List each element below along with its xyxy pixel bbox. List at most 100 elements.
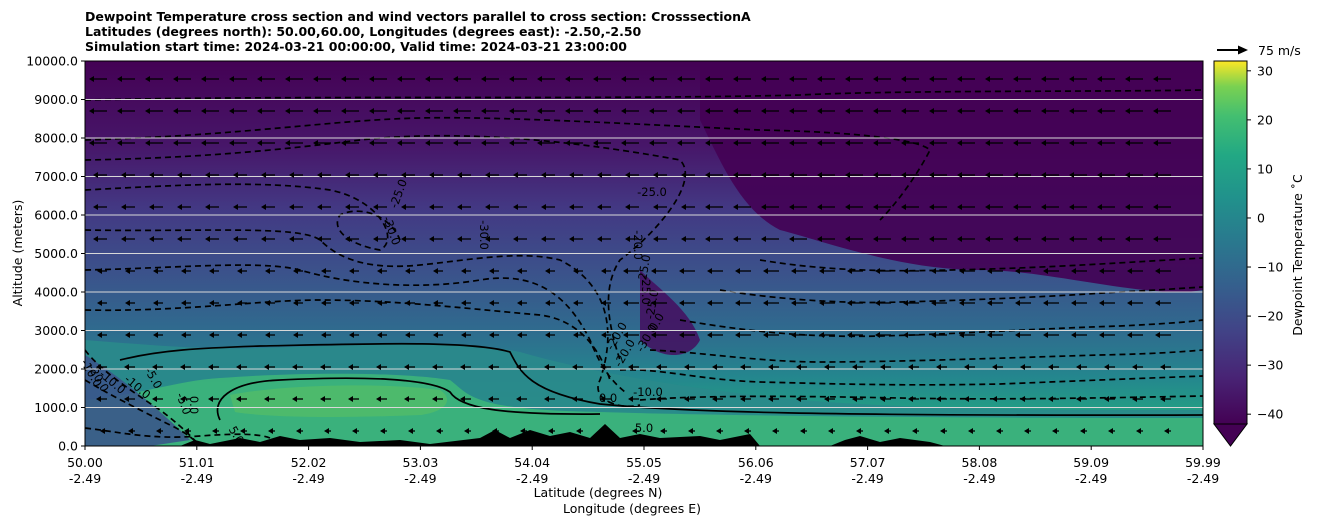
- wind-vector: [573, 268, 583, 274]
- wind-vector: [404, 396, 415, 402]
- wind-vector: [1125, 204, 1143, 210]
- wind-vector: [261, 204, 275, 210]
- wind-vector: [987, 268, 1003, 274]
- x-tick-label-latitude: 59.99: [1185, 455, 1221, 470]
- wind-vector: [705, 140, 723, 146]
- wind-vector: [957, 108, 975, 114]
- wind-vector: [229, 76, 247, 82]
- wind-vector: [845, 236, 863, 242]
- wind-vector: [845, 204, 863, 210]
- wind-vector: [517, 300, 527, 306]
- wind-vector: [623, 268, 639, 274]
- wind-vector: [763, 268, 779, 274]
- wind-vector: [817, 140, 835, 146]
- wind-vector: [985, 76, 1003, 82]
- x-axis-label-longitude: Longitude (degrees E): [563, 501, 701, 516]
- wind-vector: [1132, 364, 1143, 370]
- wind-vector: [317, 172, 331, 178]
- wind-vector: [121, 172, 135, 178]
- terrain: [180, 424, 945, 446]
- wind-vector: [625, 204, 639, 210]
- contour-label: -25.0: [635, 253, 654, 285]
- wind-vector: [124, 396, 135, 402]
- wind-vector: [621, 76, 639, 82]
- wind-vector: [1076, 364, 1087, 370]
- wind-vector: [901, 140, 919, 146]
- wind-vector: [621, 140, 639, 146]
- wind-vector: [1136, 428, 1143, 434]
- wind-vector: [959, 268, 975, 274]
- wind-vector: [233, 172, 247, 178]
- wind-vector: [847, 332, 863, 338]
- wind-vector: [873, 236, 891, 242]
- wind-vector: [97, 268, 107, 274]
- x-axis-ticks: 50.00-2.4951.01-2.4952.02-2.4953.03-2.49…: [67, 446, 1221, 486]
- wind-vector: [912, 428, 919, 434]
- wind-vector: [1013, 108, 1031, 114]
- wind-vector: [516, 396, 527, 402]
- wind-vector: [236, 396, 247, 402]
- wind-vector: [289, 236, 303, 242]
- wind-vector: [901, 204, 919, 210]
- wind-vector: [433, 268, 443, 274]
- title-line-1: Dewpoint Temperature cross section and w…: [85, 9, 751, 24]
- x-tick-label-latitude: 55.05: [626, 455, 662, 470]
- wind-vector: [1160, 364, 1171, 370]
- wind-vector: [432, 396, 443, 402]
- wind-vector: [1069, 140, 1087, 146]
- wind-vector: [1125, 172, 1143, 178]
- x-tick-label-longitude: -2.49: [1187, 471, 1219, 486]
- wind-vector: [489, 268, 499, 274]
- wind-vector: [681, 204, 695, 210]
- wind-vector: [345, 236, 359, 242]
- wind-vector: [257, 140, 275, 146]
- wind-vector: [285, 76, 303, 82]
- wind-vector: [800, 428, 807, 434]
- wind-vector: [593, 108, 611, 114]
- wind-vector: [1043, 332, 1059, 338]
- wind-vector: [653, 172, 667, 178]
- wind-vector: [763, 300, 779, 306]
- wind-vector: [796, 364, 807, 370]
- wind-vector: [1153, 204, 1171, 210]
- wind-vector: [265, 300, 275, 306]
- wind-vector: [433, 300, 443, 306]
- wind-vector: [929, 76, 947, 82]
- wind-vector: [705, 204, 723, 210]
- wind-vector: [569, 236, 583, 242]
- wind-vector: [1024, 428, 1031, 434]
- x-tick-label-longitude: -2.49: [740, 471, 772, 486]
- wind-vector: [457, 204, 471, 210]
- wind-vector: [380, 428, 387, 434]
- wind-vector: [285, 108, 303, 114]
- wind-vector: [152, 364, 163, 370]
- x-tick-label-longitude: -2.49: [181, 471, 213, 486]
- wind-vector: [565, 140, 583, 146]
- wind-vector: [735, 268, 751, 274]
- y-tick-label: 7000.0: [34, 169, 78, 184]
- wind-vector: [1097, 236, 1115, 242]
- wind-vector: [996, 428, 1003, 434]
- x-tick-label-latitude: 57.07: [850, 455, 886, 470]
- wind-vector: [432, 364, 443, 370]
- wind-vector: [705, 172, 723, 178]
- wind-vector: [1041, 236, 1059, 242]
- wind-vector: [513, 236, 527, 242]
- wind-vector: [705, 76, 723, 82]
- wind-vector: [908, 364, 919, 370]
- x-tick-label-latitude: 59.09: [1073, 455, 1109, 470]
- y-tick-label: 1000.0: [34, 400, 78, 415]
- wind-vector: [1153, 76, 1171, 82]
- wind-vector: [173, 140, 191, 146]
- wind-vector: [369, 76, 387, 82]
- wind-vector: [712, 396, 723, 402]
- wind-vector: [265, 332, 275, 338]
- wind-vector: [313, 76, 331, 82]
- wind-vector: [1108, 428, 1115, 434]
- wind-vector: [873, 108, 891, 114]
- y-axis-ticks: 0.0 1000.0 2000.0 3000.0 4000.0 5000.0 6000.0 7…: [26, 54, 85, 454]
- wind-vector: [408, 428, 415, 434]
- wind-vector: [600, 396, 611, 402]
- wind-vector: [964, 396, 975, 402]
- wind-vector: [205, 236, 219, 242]
